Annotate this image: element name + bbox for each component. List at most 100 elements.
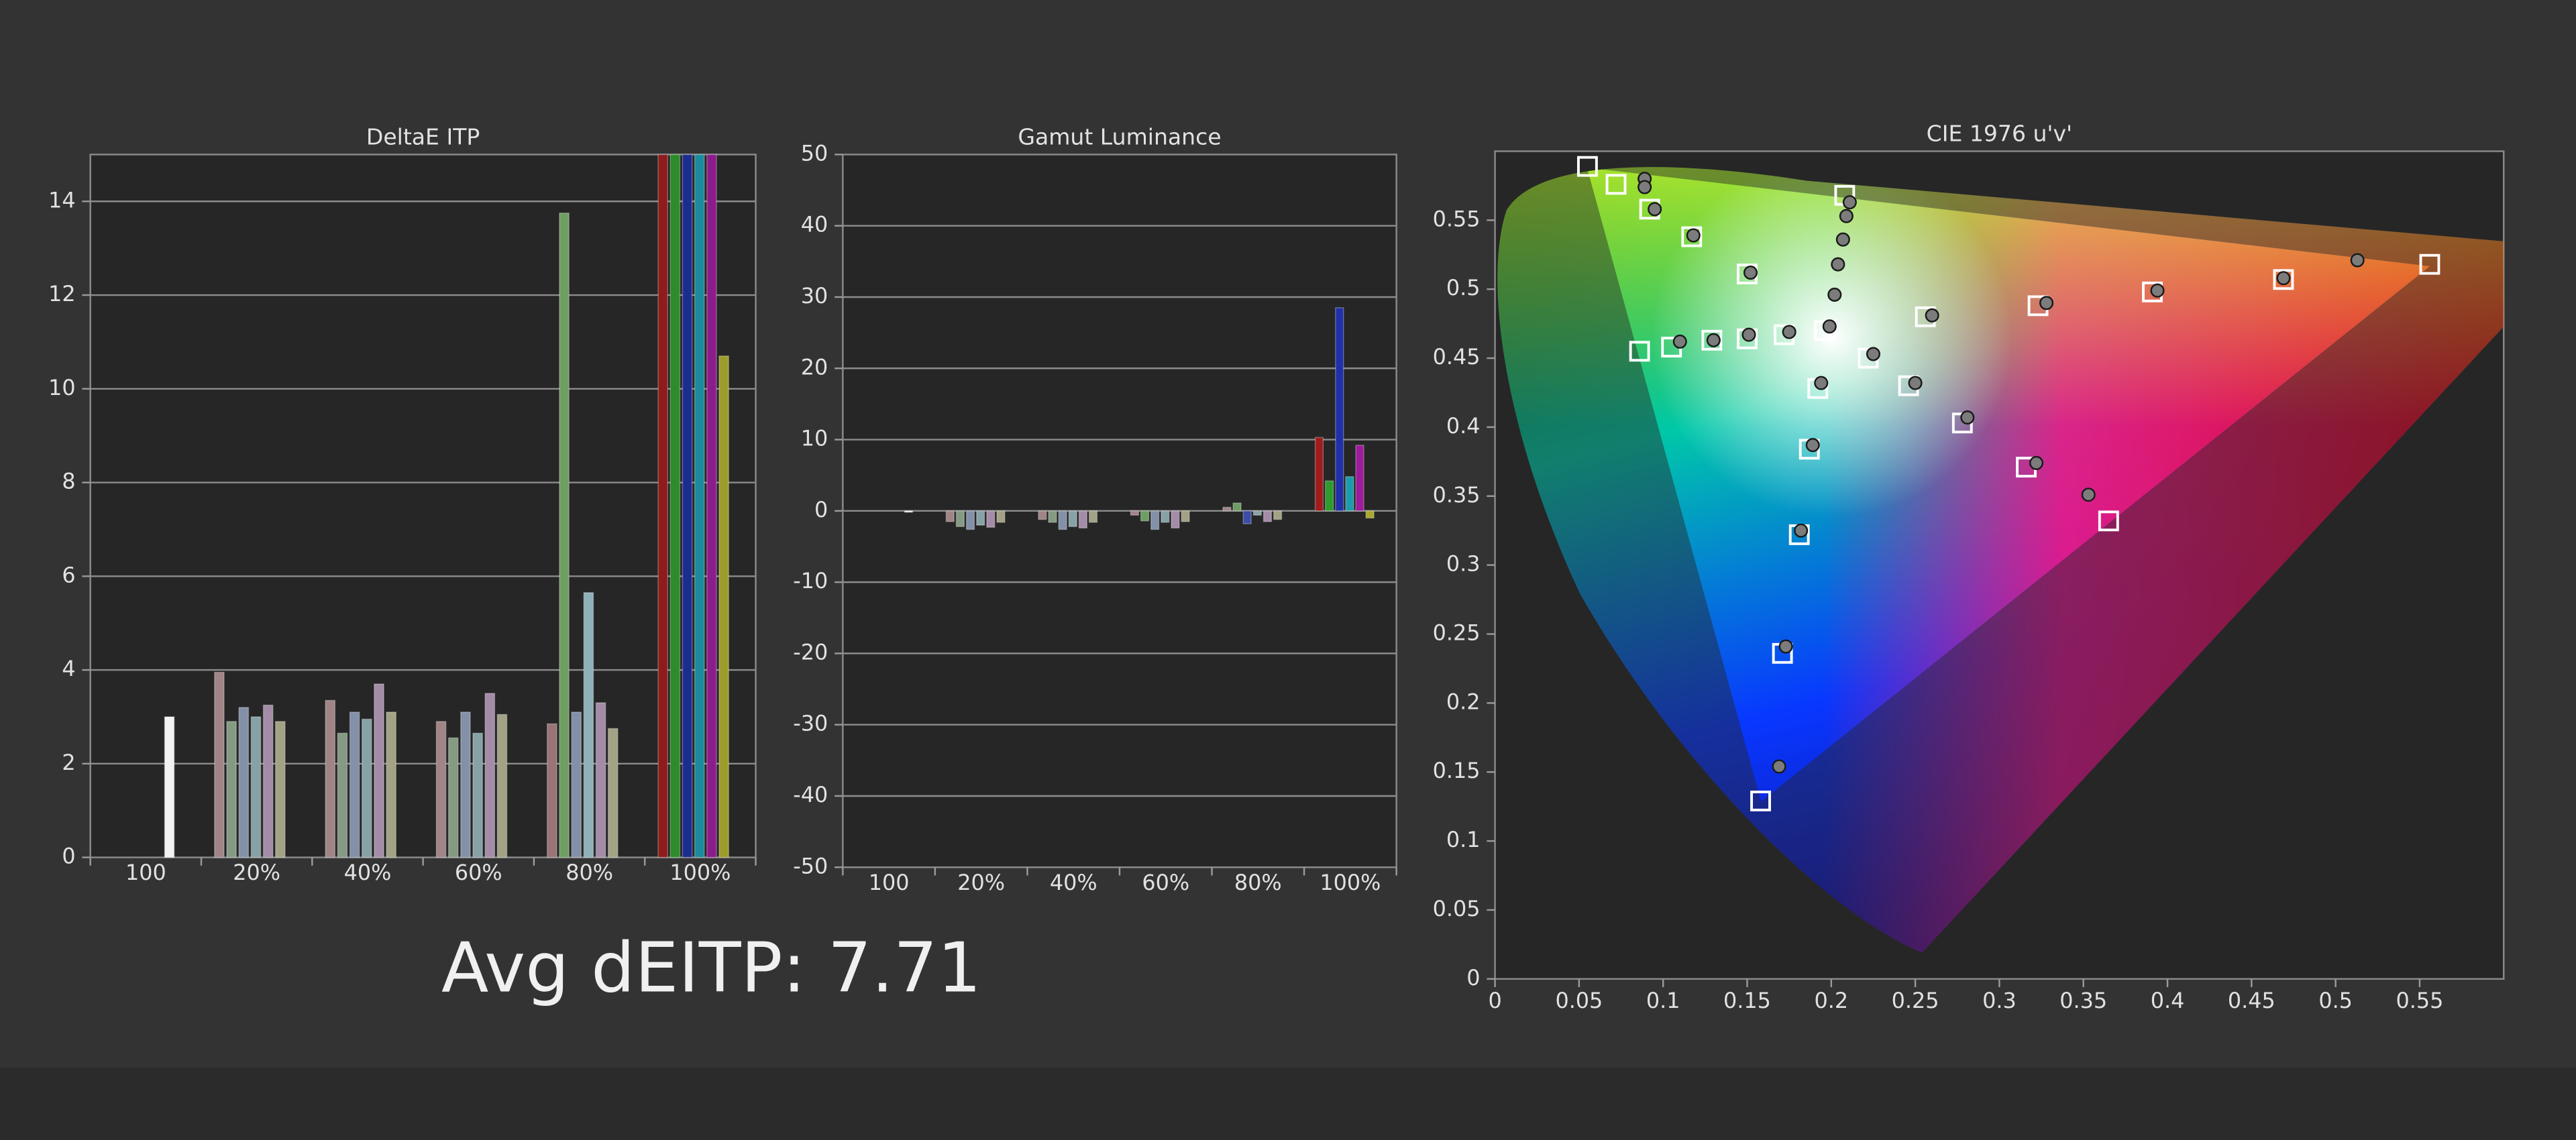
plot-area [89,154,757,858]
bar [484,693,496,858]
x-tick-label: 0.35 [2059,988,2107,1013]
bar [447,737,459,858]
measured-marker [1782,325,1796,339]
bar [1078,510,1087,529]
measured-marker [1827,287,1842,302]
y-tick-label: 0.05 [1433,896,1481,921]
bar [1345,476,1354,512]
x-tick-label: 0.15 [1723,988,1771,1013]
bar [904,510,914,513]
x-tick-label: 60% [1142,870,1189,895]
bar [1140,510,1150,522]
bar [1324,480,1334,512]
x-tick-label: 0.4 [2151,988,2185,1013]
bar [1058,510,1067,530]
bar [1161,510,1170,523]
measured-marker [1706,333,1721,347]
x-tick-label: 40% [1050,870,1097,895]
measured-marker [1772,759,1786,774]
measured-marker [1741,327,1756,342]
bar [226,721,237,858]
x-tick-label: 0.5 [2318,988,2353,1013]
target-marker [1701,329,1723,351]
measured-marker [1686,228,1701,243]
y-tick-label: 8 [62,469,75,494]
y-tick-label: -50 [793,853,828,878]
bar [1181,510,1190,522]
bar [547,723,557,858]
x-tick-label: 80% [566,860,613,885]
bar [1088,510,1098,523]
x-tick-label: 0.05 [1555,988,1603,1013]
measured-marker [1778,639,1793,654]
y-tick-label: 0.45 [1433,344,1481,369]
bar [669,154,681,858]
bar [325,699,336,858]
y-tick-label: 6 [62,562,75,587]
y-tick-label: 0.1 [1446,827,1481,852]
y-tick-label: 0 [62,844,75,869]
x-tick-label: 0.55 [2396,988,2444,1013]
bar [1171,510,1180,529]
bar [1048,510,1057,523]
x-tick-label: 100 [125,860,166,885]
y-tick-label: 0.4 [1446,413,1481,439]
y-tick-label: 0.2 [1446,689,1481,714]
x-tick-label: 0 [1488,988,1501,1013]
bar [1232,502,1242,512]
x-tick-label: 80% [1234,870,1282,895]
bar [986,510,996,528]
measured-marker [2029,455,2044,470]
measured-marker [2276,271,2291,286]
bar [595,702,606,858]
x-tick-label: 40% [344,860,392,885]
bar [718,355,729,858]
measured-marker [2350,253,2365,268]
x-tick-label: 100% [669,860,731,885]
bottom-band [0,1068,2576,1140]
bar [607,728,619,858]
y-tick-label: 0.15 [1433,758,1481,783]
bar [1038,510,1047,520]
measured-marker [2150,283,2165,298]
bar [1365,510,1375,519]
bar [1222,506,1232,512]
bar [571,711,582,858]
bar [1355,445,1364,512]
bar [955,510,965,527]
y-tick-label: 0.25 [1433,620,1481,646]
measured-marker [1839,209,1854,223]
x-tick-label: 100% [1320,870,1381,895]
bar [1150,510,1160,530]
bar [214,671,225,858]
bar [460,711,471,858]
y-tick-label: 40 [801,212,828,237]
measured-marker [1794,523,1809,538]
bar [976,510,985,526]
measured-marker [1672,334,1687,349]
bar [1273,510,1283,520]
bar [164,716,175,858]
bar [337,732,348,858]
y-tick-label: -10 [793,568,828,593]
bar [945,510,955,522]
y-tick-label: 10 [801,426,828,451]
bar [238,707,250,858]
bar [1130,510,1140,516]
measured-marker [1743,266,1758,280]
measured-marker [1960,410,1975,425]
measured-marker [1648,202,1662,217]
measured-marker [1638,180,1652,194]
measured-marker [2081,488,2096,502]
y-tick-label: 4 [62,656,75,681]
bar [682,154,693,858]
y-tick-label: 50 [801,140,828,166]
bar [965,510,975,530]
y-tick-label: 12 [48,281,76,306]
bar [657,154,668,858]
average-score: Avg dEITP: 7.71 [441,928,981,1008]
y-tick-label: 10 [48,375,76,400]
target-marker [1681,226,1703,247]
x-tick-label: 0.1 [1646,988,1680,1013]
measured-marker [1866,347,1880,361]
